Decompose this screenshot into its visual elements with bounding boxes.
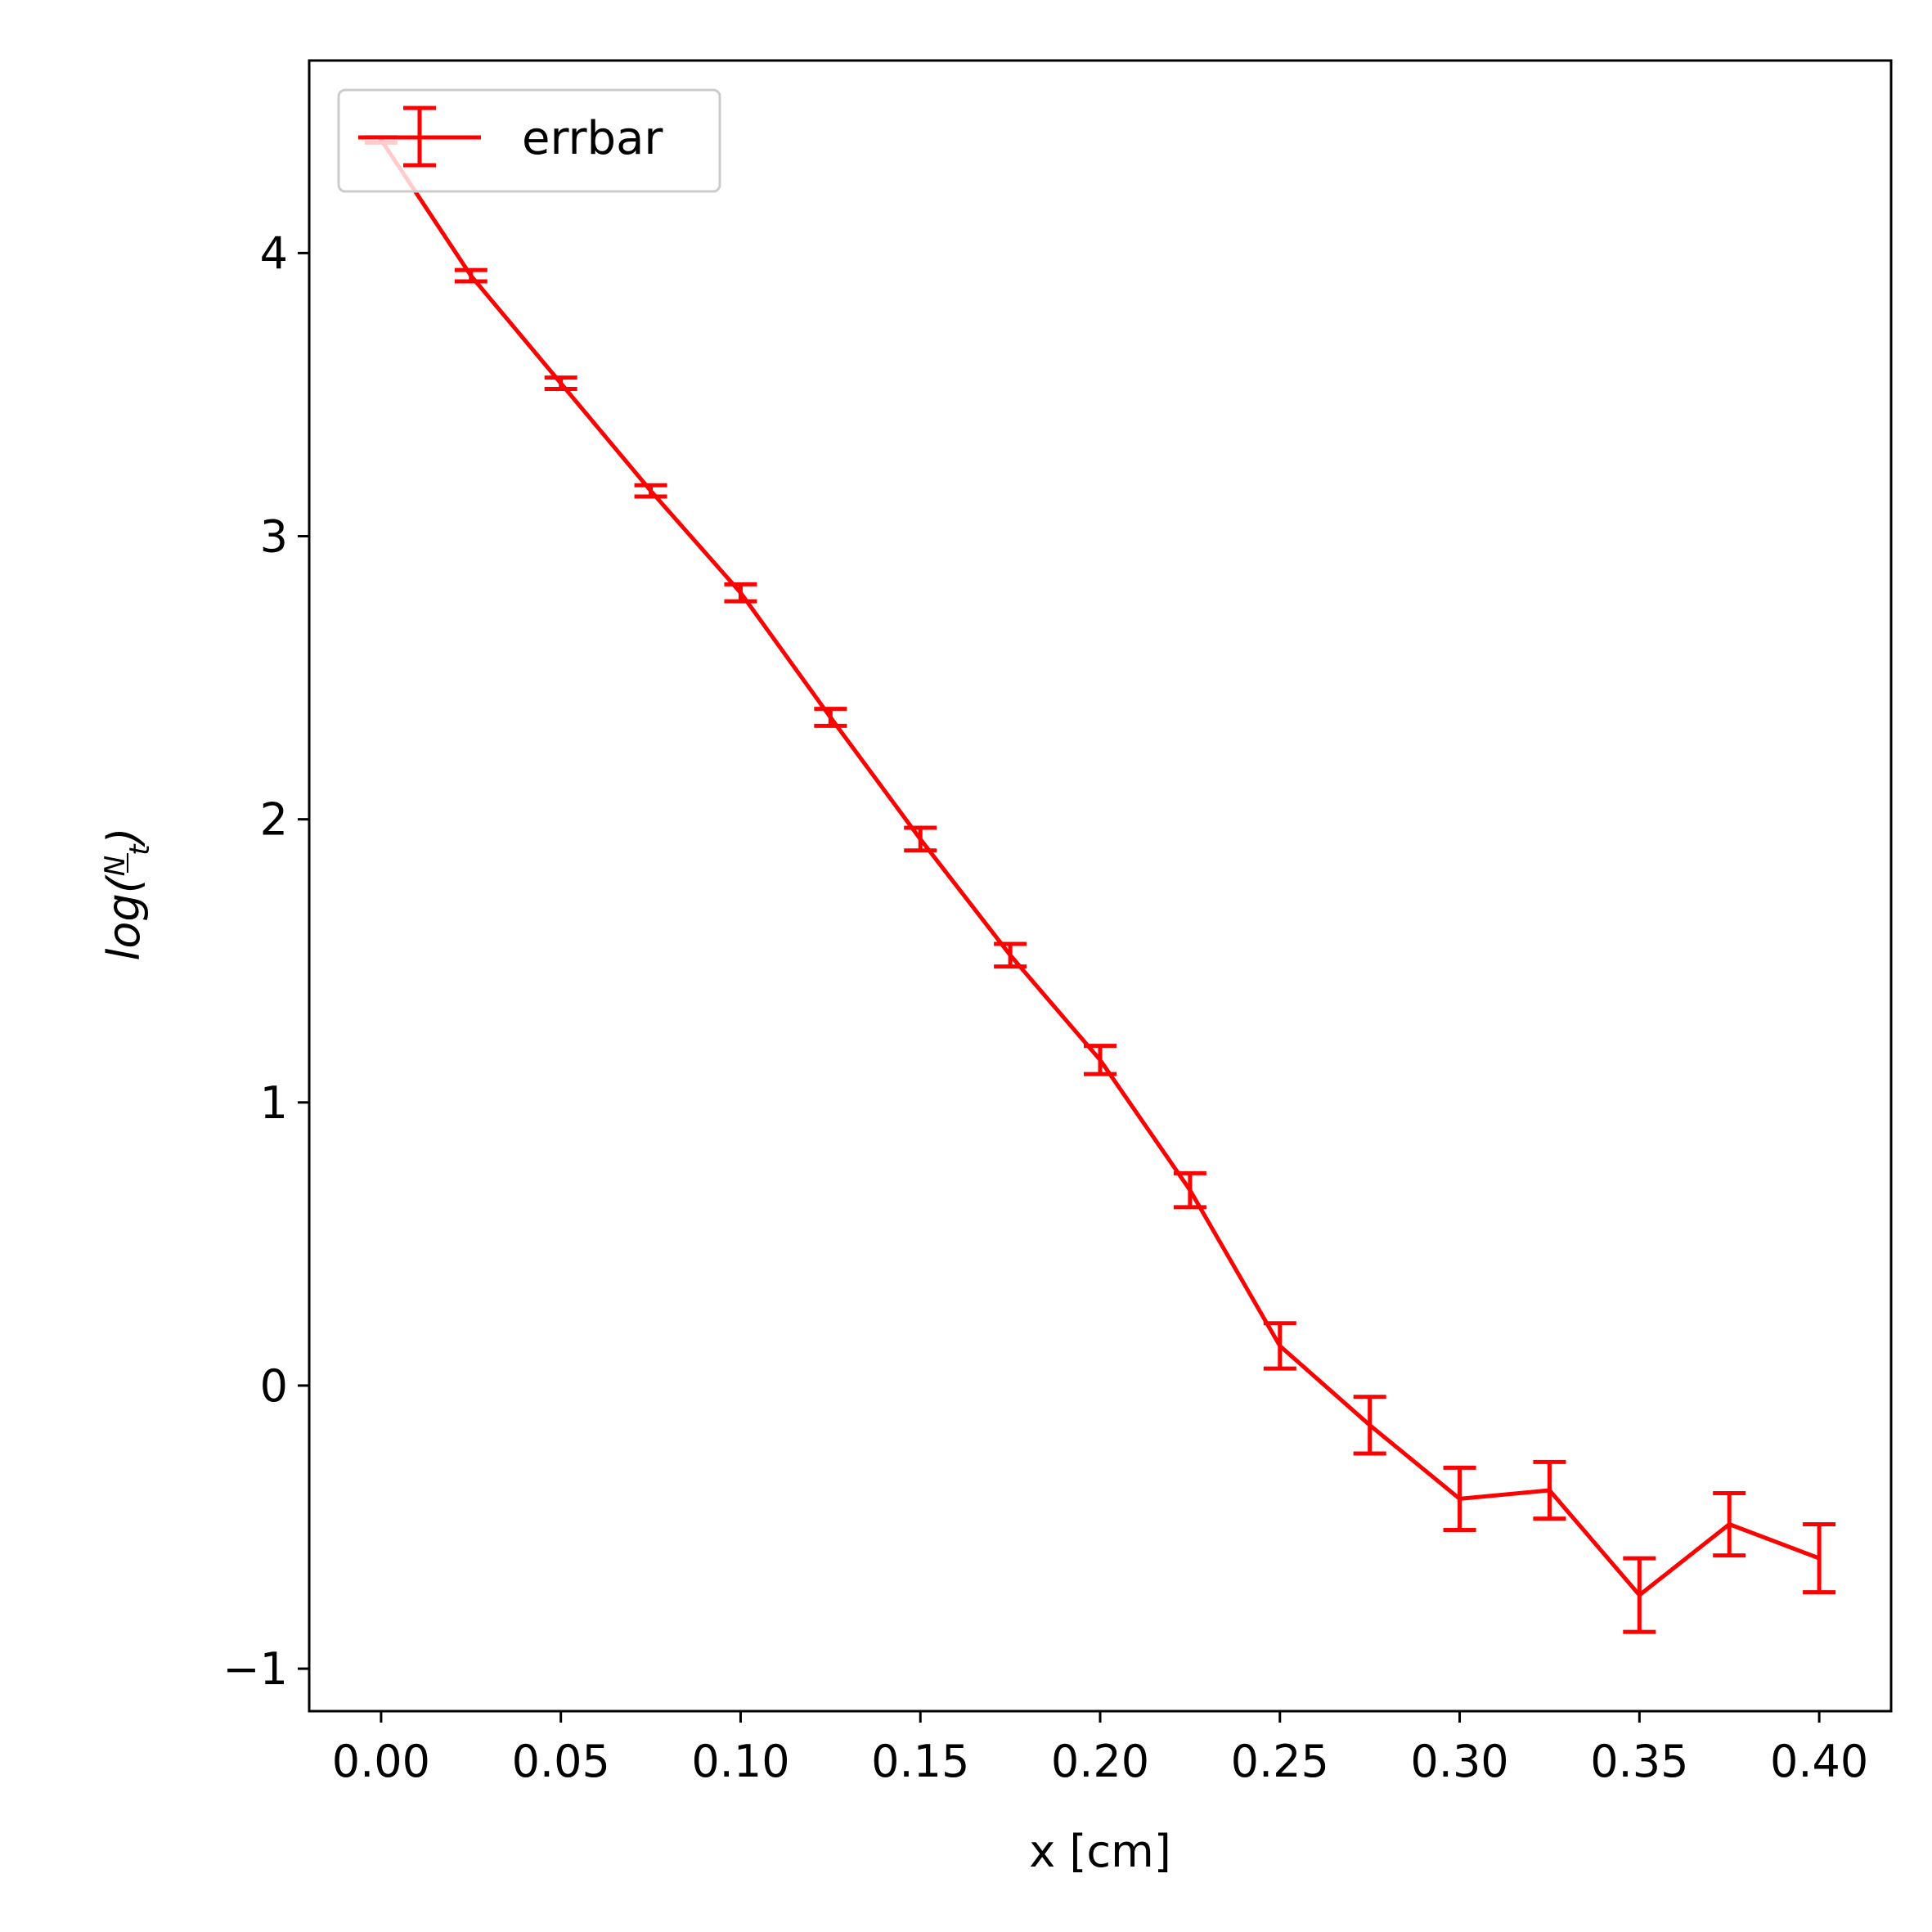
y-tick-label: 4: [260, 227, 288, 279]
svg-text:log(Nt): log(Nt): [98, 827, 156, 960]
x-axis-ticks: 0.00 0.05 0.10 0.15 0.20 0.25 0.30 0.35 0.40: [332, 1711, 1868, 1787]
legend: errbar: [337, 88, 721, 193]
x-tick-label: 0.05: [512, 1736, 610, 1787]
y-tick-label: −1: [222, 1643, 288, 1695]
x-tick-label: 0.35: [1590, 1736, 1688, 1787]
y-axis-label-denominator: t: [124, 843, 156, 856]
error-bar: [1803, 1522, 1836, 1595]
error-bar: [1713, 1490, 1746, 1558]
y-tick-label: 1: [260, 1077, 288, 1129]
x-tick-label: 0.20: [1051, 1736, 1149, 1787]
error-bar: [1173, 1170, 1206, 1210]
error-bar: [1623, 1556, 1656, 1634]
error-bar: [1353, 1395, 1386, 1456]
legend-handle-errbar: [358, 106, 481, 168]
x-axis-label: x [cm]: [1029, 1826, 1171, 1877]
legend-label-errbar: errbar: [522, 112, 663, 165]
y-tick-label: 3: [260, 511, 288, 563]
y-axis-label-prefix: log(: [98, 874, 150, 960]
x-tick-label: 0.15: [871, 1736, 969, 1787]
error-bar: [724, 582, 757, 604]
x-tick-label: 0.00: [332, 1736, 430, 1787]
error-bar: [544, 375, 577, 392]
series-lines: [379, 138, 1820, 1597]
error-bar: [1263, 1321, 1296, 1371]
y-axis-ticks: −1 0 1 2 3 4: [222, 227, 309, 1695]
x-tick-label: 0.25: [1231, 1736, 1329, 1787]
x-tick-label: 0.40: [1770, 1736, 1868, 1787]
error-bars: [364, 134, 1836, 1634]
y-axis-label: log(Nt): [98, 827, 156, 960]
y-axis-label-numerator: N: [99, 856, 132, 876]
error-bar: [994, 941, 1027, 969]
series-line-errbar: [379, 138, 1820, 1597]
error-bar: [814, 707, 847, 728]
y-axis-label-suffix: ): [98, 827, 150, 847]
y-tick-label: 0: [260, 1360, 288, 1412]
x-tick-label: 0.10: [691, 1736, 789, 1787]
error-bar: [634, 483, 667, 499]
error-bar: [454, 267, 487, 284]
error-bar: [1084, 1044, 1117, 1076]
plot-area-frame: [308, 59, 1893, 1713]
x-tick-label: 0.30: [1410, 1736, 1508, 1787]
error-bar: [1443, 1465, 1476, 1532]
error-bar: [1533, 1459, 1566, 1521]
y-tick-label: 2: [260, 794, 288, 846]
error-bar: [904, 825, 937, 853]
